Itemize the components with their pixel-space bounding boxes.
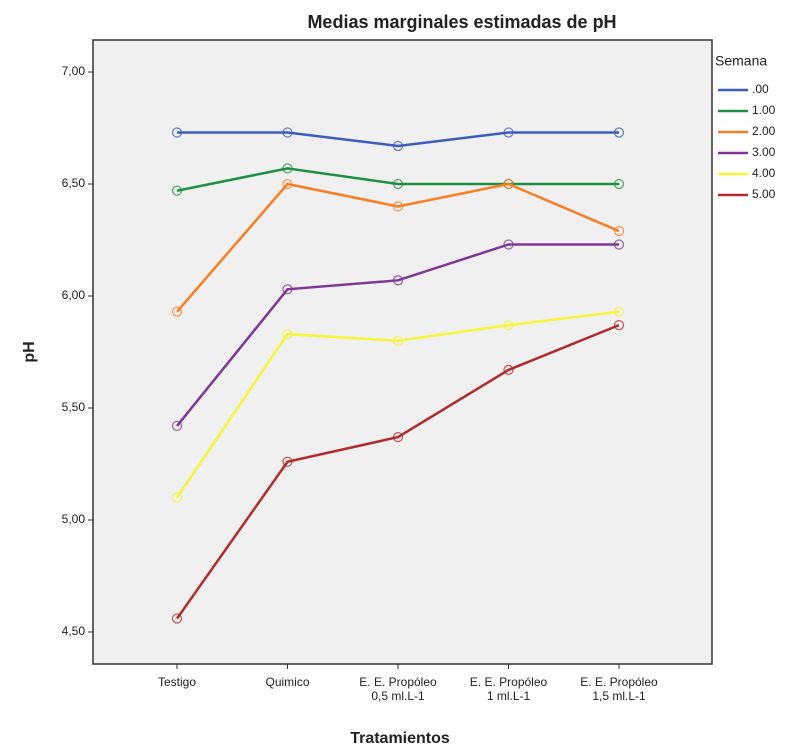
data-point bbox=[282, 178, 293, 190]
data-point bbox=[503, 178, 514, 190]
y-tick-label: 5,50 bbox=[62, 400, 86, 414]
data-point bbox=[282, 456, 293, 467]
data-point bbox=[503, 364, 514, 376]
data-point bbox=[503, 127, 514, 138]
data-point bbox=[503, 239, 514, 250]
data-point bbox=[392, 201, 404, 212]
data-point bbox=[392, 431, 404, 443]
data-point bbox=[613, 178, 625, 190]
data-point bbox=[613, 319, 625, 331]
legend-label: 5.00 bbox=[752, 187, 776, 201]
series-line bbox=[176, 167, 619, 192]
y-axis-title: pH bbox=[21, 341, 38, 362]
series-line bbox=[176, 182, 620, 313]
data-point bbox=[282, 127, 293, 138]
legend-label: .00 bbox=[752, 82, 769, 96]
series-line bbox=[175, 323, 620, 620]
y-tick-label: 6,50 bbox=[62, 176, 86, 190]
data-point bbox=[392, 178, 404, 190]
data-point bbox=[392, 335, 404, 346]
data-point bbox=[613, 127, 625, 138]
series-line bbox=[175, 310, 620, 499]
data-point bbox=[282, 163, 293, 174]
data-point bbox=[503, 319, 514, 331]
y-tick-label: 7,00 bbox=[62, 64, 86, 78]
data-point bbox=[171, 127, 183, 138]
data-point bbox=[171, 185, 183, 196]
y-tick-label: 4,50 bbox=[62, 624, 86, 638]
y-tick-label: 5,00 bbox=[62, 512, 86, 526]
x-tick-label: E. E. Propóleo 1 ml.L-1 bbox=[470, 675, 548, 703]
data-point bbox=[282, 284, 293, 295]
chart-title: Medias marginales estimadas de pH bbox=[307, 12, 616, 32]
y-tick-label: 6,00 bbox=[62, 288, 86, 302]
data-point bbox=[171, 420, 183, 432]
x-tick-label: Quimico bbox=[265, 675, 309, 689]
data-point bbox=[282, 328, 293, 340]
series-line bbox=[177, 131, 619, 148]
legend-label: 4.00 bbox=[752, 166, 776, 180]
series-line bbox=[176, 243, 619, 427]
legend-label: 2.00 bbox=[752, 124, 776, 138]
data-point bbox=[613, 225, 625, 237]
data-point bbox=[392, 275, 404, 286]
data-point bbox=[171, 492, 183, 503]
data-point bbox=[613, 306, 625, 317]
data-point bbox=[392, 140, 404, 152]
x-tick-label: E. E. Propóleo 0,5 ml.L-1 bbox=[359, 675, 437, 703]
legend-label: 1.00 bbox=[752, 103, 776, 117]
x-tick-label: E. E. Propóleo 1,5 ml.L-1 bbox=[580, 675, 658, 703]
x-axis-title: Tratamientos bbox=[350, 730, 450, 747]
legend-title: Semana bbox=[715, 53, 767, 69]
data-point bbox=[171, 613, 183, 624]
x-tick-label: Testigo bbox=[158, 675, 196, 689]
data-point bbox=[171, 306, 183, 317]
data-point bbox=[613, 239, 625, 250]
legend-label: 3.00 bbox=[752, 145, 776, 159]
